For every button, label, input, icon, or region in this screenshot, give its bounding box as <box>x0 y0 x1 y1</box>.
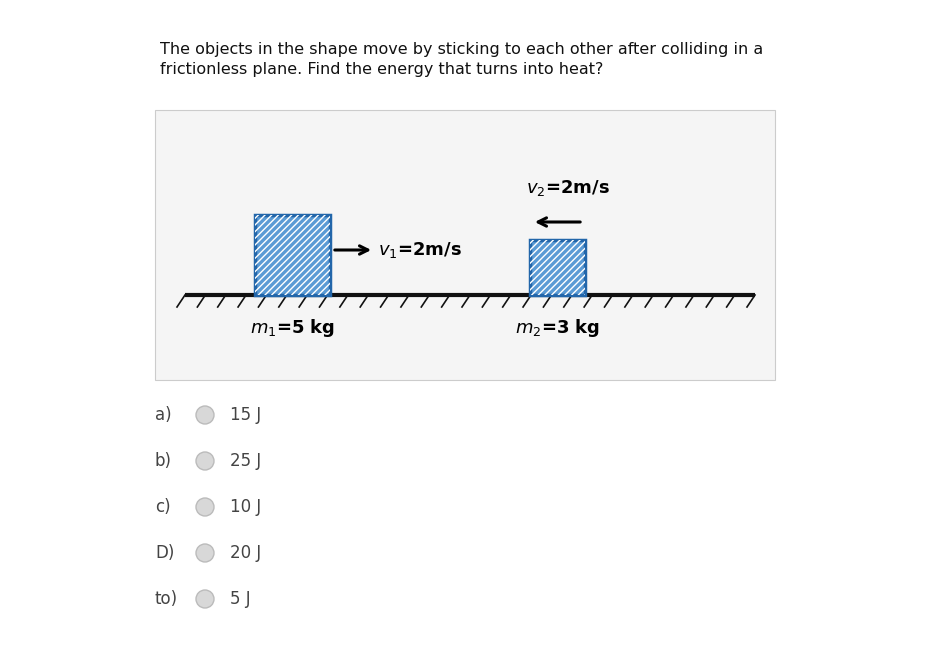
Text: 25 J: 25 J <box>230 452 262 470</box>
Circle shape <box>196 544 214 562</box>
Text: 20 J: 20 J <box>230 544 262 562</box>
Text: b): b) <box>155 452 172 470</box>
Text: The objects in the shape move by sticking to each other after colliding in a: The objects in the shape move by stickin… <box>160 42 763 57</box>
Text: $\mathit{v}_1$=2m/s: $\mathit{v}_1$=2m/s <box>378 240 462 260</box>
Circle shape <box>196 498 214 516</box>
Text: to): to) <box>155 590 178 608</box>
Text: 5 J: 5 J <box>230 590 250 608</box>
Text: D): D) <box>155 544 174 562</box>
Circle shape <box>196 452 214 470</box>
Text: a): a) <box>155 406 171 424</box>
Bar <box>255 215 330 295</box>
Bar <box>530 240 585 295</box>
Text: $\mathit{v}_2$=2m/s: $\mathit{v}_2$=2m/s <box>526 178 610 198</box>
Bar <box>255 215 330 295</box>
Text: 15 J: 15 J <box>230 406 262 424</box>
Text: c): c) <box>155 498 170 516</box>
Text: $\mathit{m}_2$=3 kg: $\mathit{m}_2$=3 kg <box>515 317 600 339</box>
Text: $\mathit{m}_1$=5 kg: $\mathit{m}_1$=5 kg <box>250 317 335 339</box>
Text: frictionless plane. Find the energy that turns into heat?: frictionless plane. Find the energy that… <box>160 62 603 77</box>
Circle shape <box>196 406 214 424</box>
Circle shape <box>196 590 214 608</box>
Text: 10 J: 10 J <box>230 498 262 516</box>
Bar <box>530 240 585 295</box>
Bar <box>155 110 775 380</box>
